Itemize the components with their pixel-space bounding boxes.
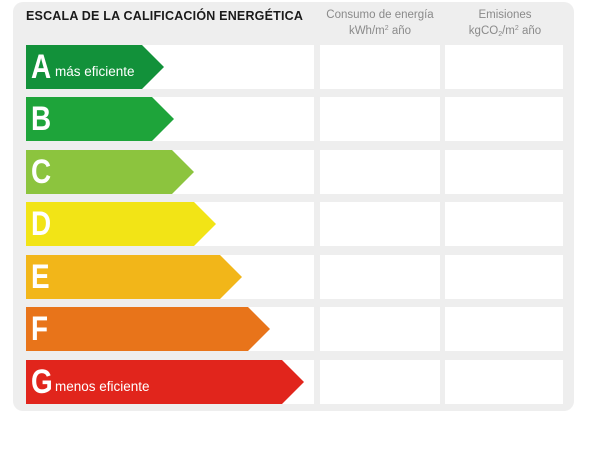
consumo-cell-f [320,307,440,351]
consumo-cell-b [320,97,440,141]
rating-arrow-c: C [26,150,194,194]
rating-arrow-f: F [26,307,270,351]
rating-label: más eficiente [55,63,135,79]
rating-letter: G [31,363,53,401]
emisiones-header-unit: kgCO2/m2 año [468,25,542,38]
emisiones-cell-c [445,150,563,194]
emisiones-header-line1: Emisiones [478,9,532,21]
consumo-cell-e [320,255,440,299]
rating-letter: C [31,153,52,191]
rating-letter: E [31,258,50,296]
consumo-cell-a [320,45,440,89]
emisiones-cell-b [445,97,563,141]
rating-letter: A [31,48,52,86]
rating-arrow-d: D [26,202,216,246]
rating-letter: F [31,310,49,348]
rating-label: menos eficiente [55,378,150,394]
emisiones-cell-a [445,45,563,89]
emisiones-cell-e [445,255,563,299]
consumo-cell-g [320,360,440,404]
page-title: ESCALA DE LA CALIFICACIÓN ENERGÉTICA [26,9,304,23]
consumo-cell-c [320,150,440,194]
rating-arrow-e: E [26,255,242,299]
consumo-cell-d [320,202,440,246]
emisiones-cell-d [445,202,563,246]
consumo-header-unit: kWh/m2 año [348,25,412,37]
emisiones-cell-g [445,360,563,404]
rating-letter: B [31,100,52,138]
consumo-header-line1: Consumo de energía [326,9,434,21]
consumo-column-header: Consumo de energía kWh/m2 año [320,8,440,38]
emisiones-cell-f [445,307,563,351]
rating-letter: D [31,205,52,243]
emisiones-column-header: Emisiones kgCO2/m2 año [445,8,565,42]
rating-arrow-b: B [26,97,174,141]
